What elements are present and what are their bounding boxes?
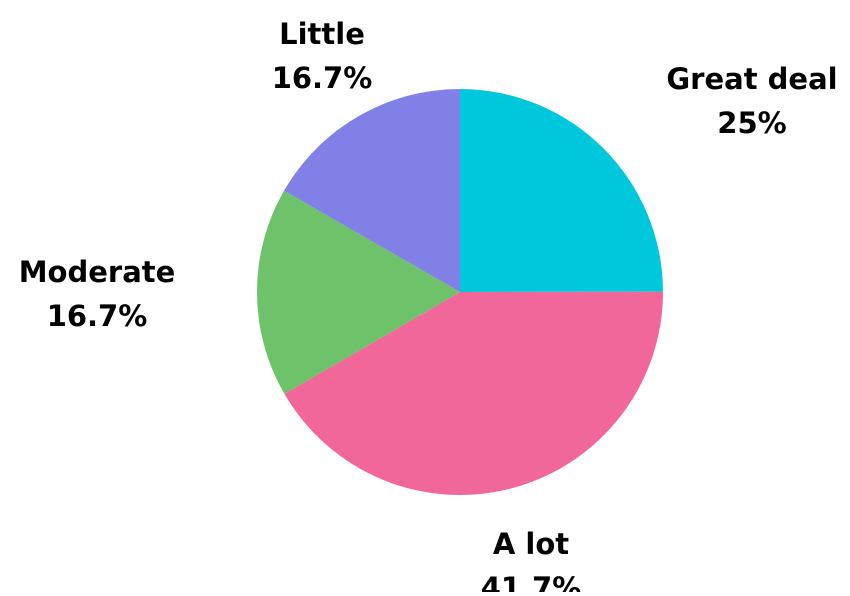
pie-slice-a-lot [284,291,664,496]
pie-slice-great-deal [460,89,663,292]
slice-label-moderate: Moderate [19,255,176,289]
slice-value-label-a-lot: 41.7% [481,571,582,592]
pie-slice-moderate [256,190,460,394]
slice-value-label-great-deal: 25% [717,106,786,140]
slice-label-great-deal: Great deal [666,62,837,96]
pie-slice-little [284,89,460,292]
slice-label-a-lot: A lot [493,527,569,561]
pie-slices [256,89,664,496]
slice-label-little: Little [279,17,365,51]
slice-value-label-little: 16.7% [272,61,373,95]
slice-value-label-moderate: 16.7% [47,299,148,333]
